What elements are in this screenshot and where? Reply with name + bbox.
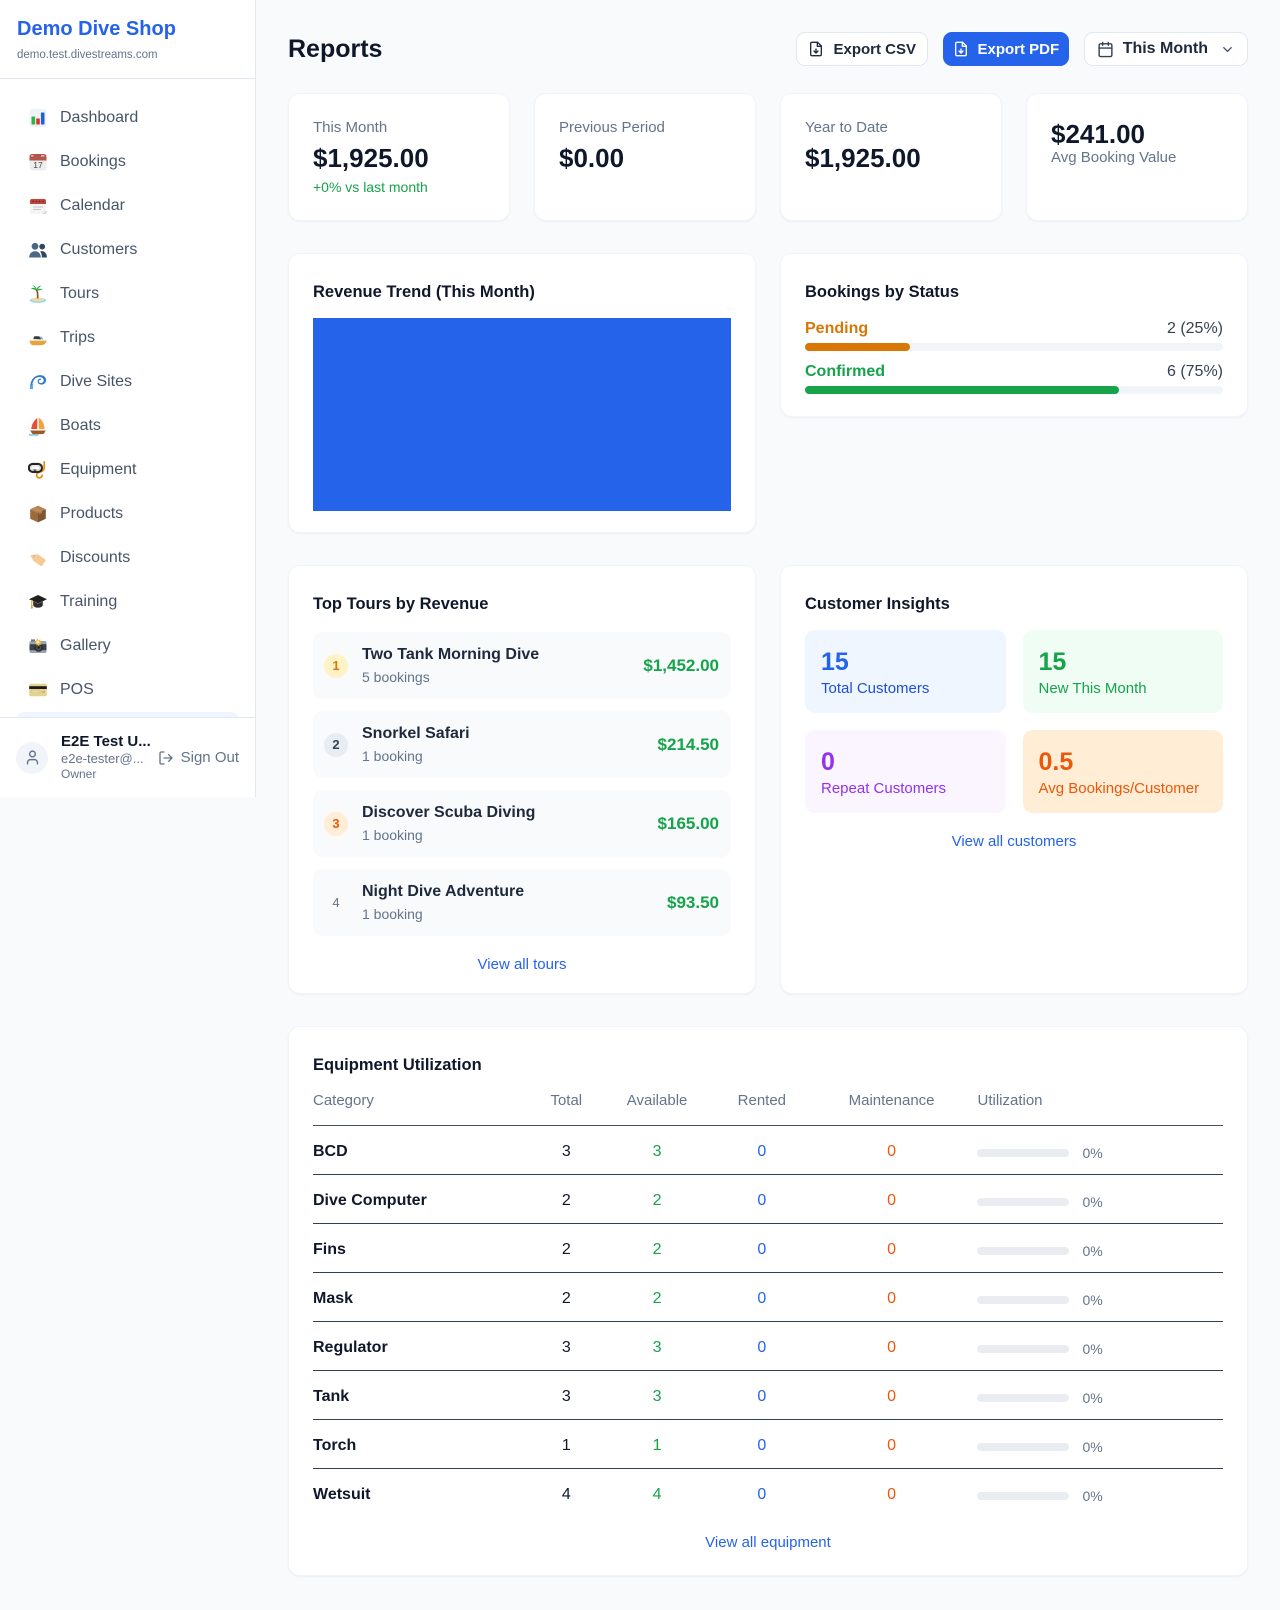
- svg-text:17: 17: [33, 160, 43, 170]
